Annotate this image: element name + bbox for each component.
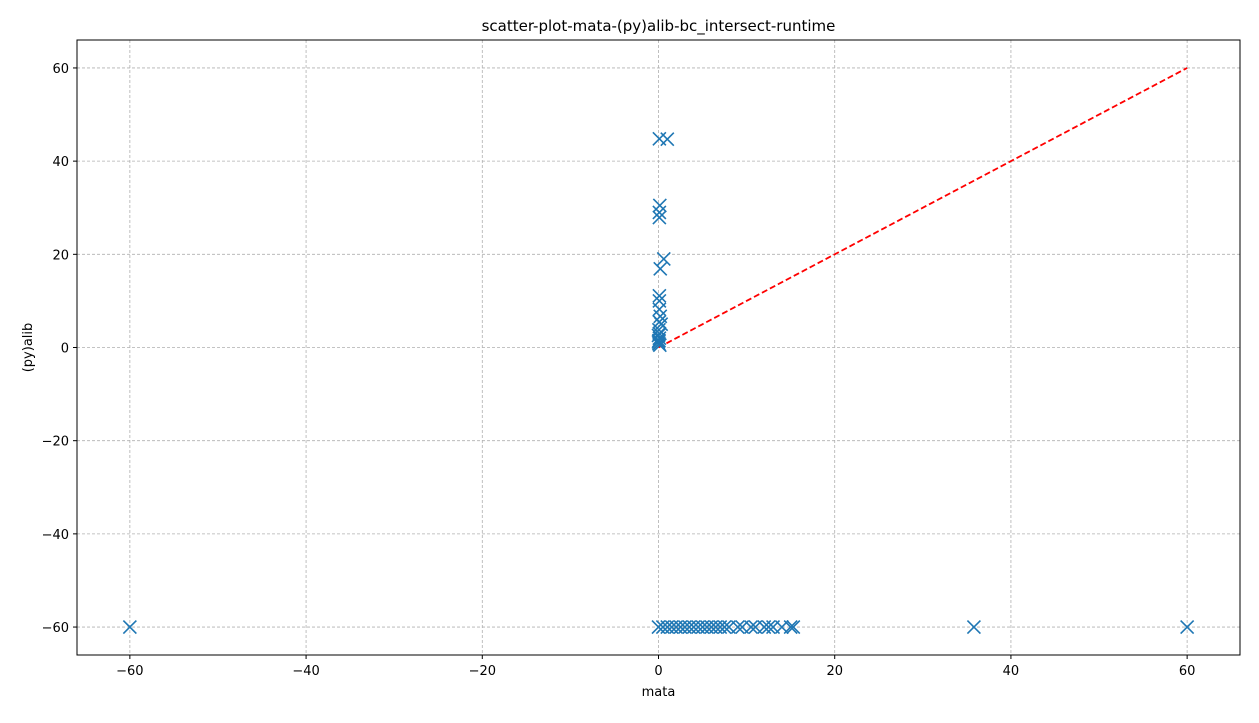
scatter-point bbox=[761, 619, 776, 635]
chart-title: scatter-plot-mata-(py)alib-bc_intersect-… bbox=[482, 17, 836, 36]
scatter-point bbox=[717, 619, 732, 635]
scatter-point bbox=[783, 619, 798, 635]
scatter-point bbox=[966, 619, 981, 635]
y-axis-ticks: −60 −40 −20 0 20 40 60 bbox=[42, 62, 77, 636]
scatter-point bbox=[730, 619, 745, 635]
scatter-point bbox=[122, 619, 137, 635]
scatter-point bbox=[652, 205, 667, 220]
scatter-point bbox=[652, 331, 667, 346]
scatter-point bbox=[652, 302, 667, 317]
data-points bbox=[122, 131, 1195, 635]
scatter-point bbox=[652, 338, 667, 353]
scatter-point bbox=[786, 619, 801, 635]
y-tick-label: 20 bbox=[52, 248, 69, 263]
x-axis-label: mata bbox=[642, 685, 676, 700]
scatter-point bbox=[660, 132, 675, 147]
y-tick-label: −60 bbox=[42, 621, 69, 636]
scatter-point bbox=[743, 619, 759, 635]
x-tick-label: 40 bbox=[1003, 664, 1020, 679]
reference-line bbox=[658, 67, 1188, 349]
y-tick-label: 0 bbox=[61, 342, 69, 357]
x-tick-label: 0 bbox=[654, 664, 662, 679]
scatter-point bbox=[652, 198, 667, 213]
y-tick-label: 60 bbox=[52, 62, 69, 77]
x-tick-label: 20 bbox=[826, 664, 843, 679]
scatter-point bbox=[652, 210, 667, 225]
y-tick-label: 40 bbox=[52, 155, 69, 170]
scatter-point bbox=[653, 261, 668, 276]
x-axis-ticks: −60 −40 −20 0 20 40 60 bbox=[116, 655, 1195, 679]
x-tick-label: −40 bbox=[292, 664, 319, 679]
y-tick-label: −20 bbox=[42, 435, 69, 450]
y-tick-label: −40 bbox=[42, 528, 69, 543]
x-tick-label: −60 bbox=[116, 664, 143, 679]
y-axis-label: (py)alib bbox=[21, 323, 36, 373]
x-tick-label: 60 bbox=[1179, 664, 1196, 679]
scatter-point bbox=[651, 334, 666, 349]
reference-line-group bbox=[658, 67, 1188, 349]
scatter-point bbox=[656, 251, 671, 267]
x-tick-label: −20 bbox=[469, 664, 496, 679]
scatter-point bbox=[1180, 619, 1195, 635]
scatter-point bbox=[652, 288, 667, 303]
